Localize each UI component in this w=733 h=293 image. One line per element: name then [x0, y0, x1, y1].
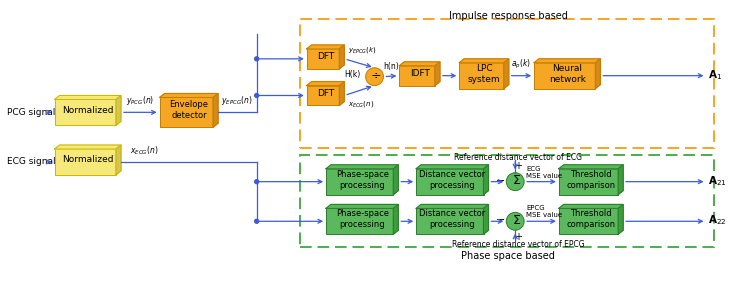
Text: $x_{ECG}(n)$: $x_{ECG}(n)$	[348, 99, 375, 110]
Text: Phase-space
processing: Phase-space processing	[336, 209, 388, 229]
Text: ECG
MSE value: ECG MSE value	[526, 166, 562, 179]
Bar	[306, 86, 339, 105]
Text: Phase space based: Phase space based	[461, 251, 555, 261]
Text: Threshold
comparison: Threshold comparison	[567, 209, 616, 229]
Polygon shape	[55, 145, 121, 149]
Polygon shape	[504, 59, 509, 88]
Circle shape	[366, 68, 383, 86]
Text: +: +	[514, 161, 522, 171]
Polygon shape	[160, 93, 218, 98]
Circle shape	[254, 93, 259, 98]
Text: $a_p(k)$: $a_p(k)$	[512, 58, 531, 71]
Bar	[559, 208, 618, 234]
Bar	[534, 63, 595, 88]
Text: +: +	[514, 232, 522, 242]
Polygon shape	[326, 165, 398, 169]
Polygon shape	[416, 165, 488, 169]
Polygon shape	[213, 93, 218, 127]
Circle shape	[254, 219, 259, 223]
Bar	[559, 169, 618, 195]
Text: DFT: DFT	[317, 89, 334, 98]
Polygon shape	[339, 82, 345, 105]
Text: EPCG
MSE value: EPCG MSE value	[526, 205, 562, 218]
Text: Reference distance vector of EPCG: Reference distance vector of EPCG	[452, 240, 584, 249]
Polygon shape	[306, 82, 345, 86]
Text: Phase-space
processing: Phase-space processing	[336, 170, 388, 190]
Text: $y_{EPCG}(n)$: $y_{EPCG}(n)$	[221, 94, 253, 107]
Polygon shape	[484, 205, 488, 234]
Polygon shape	[618, 165, 623, 195]
Text: Normalized: Normalized	[62, 155, 114, 164]
Polygon shape	[559, 205, 623, 208]
Circle shape	[254, 57, 259, 61]
Text: DFT: DFT	[317, 52, 334, 61]
Text: Distance vector
processing: Distance vector processing	[419, 170, 485, 190]
Text: Normalized: Normalized	[62, 106, 114, 115]
Bar	[416, 208, 484, 234]
Polygon shape	[326, 205, 398, 208]
Polygon shape	[618, 205, 623, 234]
Bar	[326, 208, 394, 234]
Text: Reference distance vector of ECG: Reference distance vector of ECG	[454, 153, 582, 162]
Text: Envelope
detector: Envelope detector	[169, 100, 208, 120]
Text: h(n): h(n)	[383, 62, 399, 71]
Polygon shape	[116, 96, 121, 125]
Bar	[55, 99, 116, 125]
Text: H(k): H(k)	[345, 70, 361, 79]
Polygon shape	[484, 165, 488, 195]
Text: $x_{ECG}(n)$: $x_{ECG}(n)$	[130, 144, 158, 157]
Text: $y_{PCG}(n)$: $y_{PCG}(n)$	[126, 94, 155, 107]
Bar	[55, 149, 116, 175]
Text: Threshold
comparison: Threshold comparison	[567, 170, 616, 190]
Text: PCG signal: PCG signal	[7, 108, 56, 117]
Text: A$_{22}$: A$_{22}$	[708, 213, 727, 227]
Text: IDFT: IDFT	[410, 69, 430, 78]
Polygon shape	[116, 145, 121, 175]
Text: Impulse response based: Impulse response based	[449, 11, 568, 21]
Polygon shape	[559, 165, 623, 169]
Text: Σ: Σ	[512, 214, 520, 227]
Text: Distance vector
processing: Distance vector processing	[419, 209, 485, 229]
Text: A$_{21}$: A$_{21}$	[708, 174, 727, 188]
Bar	[306, 49, 339, 69]
Polygon shape	[460, 59, 509, 63]
Text: $y_{EPCG}(k)$: $y_{EPCG}(k)$	[348, 45, 377, 55]
Text: −: −	[496, 215, 505, 225]
Polygon shape	[306, 45, 345, 49]
Circle shape	[254, 180, 259, 184]
Text: ÷: ÷	[370, 69, 381, 82]
Circle shape	[507, 212, 524, 230]
Bar	[160, 98, 213, 127]
Bar	[326, 169, 394, 195]
Bar	[399, 66, 435, 86]
Text: LPC
system: LPC system	[468, 64, 501, 84]
Polygon shape	[394, 165, 398, 195]
Polygon shape	[339, 45, 345, 69]
Text: Neural
network: Neural network	[549, 64, 586, 84]
Polygon shape	[534, 59, 600, 63]
Text: −: −	[496, 176, 505, 186]
Bar	[301, 19, 714, 148]
Bar	[460, 63, 504, 88]
Bar	[301, 155, 714, 247]
Text: Σ: Σ	[512, 174, 520, 187]
Text: A$_1$: A$_1$	[708, 68, 723, 81]
Text: ECG signal: ECG signal	[7, 157, 56, 166]
Polygon shape	[435, 62, 440, 86]
Polygon shape	[399, 62, 440, 66]
Polygon shape	[394, 205, 398, 234]
Bar	[416, 169, 484, 195]
Polygon shape	[595, 59, 600, 88]
Polygon shape	[416, 205, 488, 208]
Polygon shape	[55, 96, 121, 99]
Circle shape	[507, 173, 524, 190]
